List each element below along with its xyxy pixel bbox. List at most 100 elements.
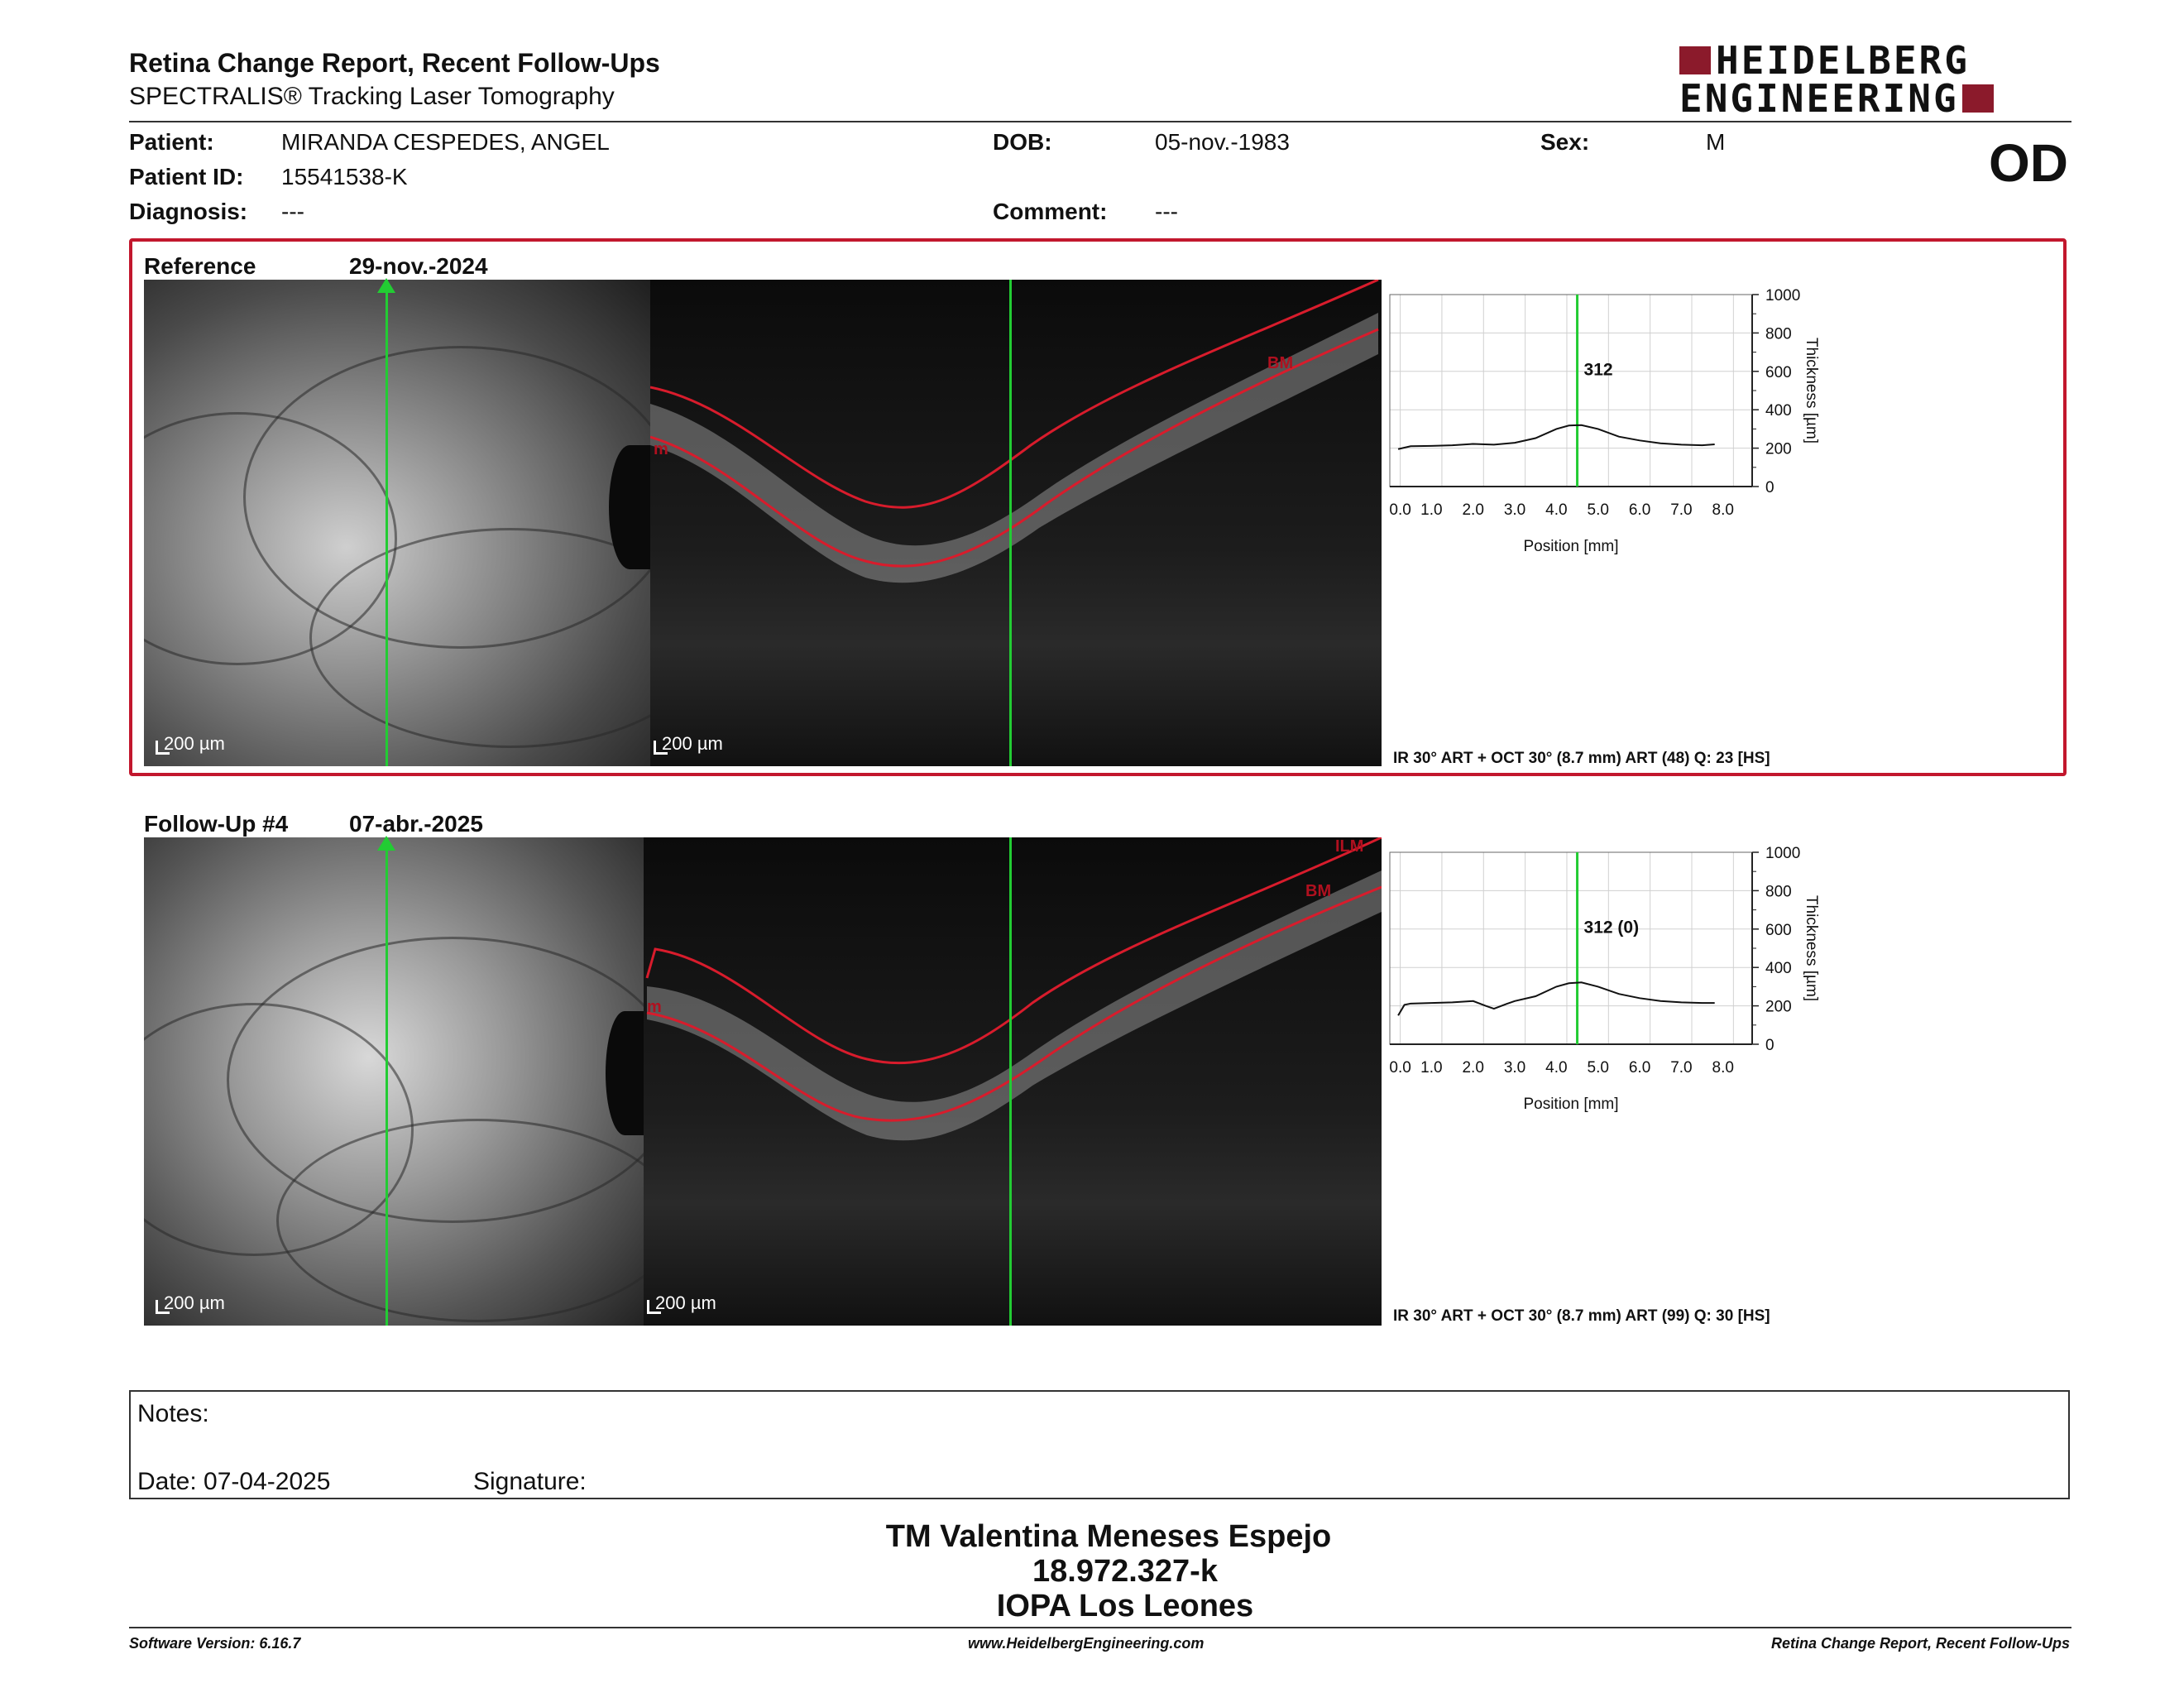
y-tick-label: 800 (1765, 883, 1792, 900)
footer-report-title: Retina Change Report, Recent Follow-Ups (1770, 1635, 2070, 1652)
x-tick-label: 3.0 (1504, 501, 1525, 519)
diagnosis-label: Diagnosis: (129, 199, 248, 224)
dob-value: 05-nov.-1983 (1155, 129, 1290, 155)
patient-name: MIRANDA CESPEDES, ANGEL (281, 129, 610, 155)
followup-oct-image: m BM ILM 200 µm (644, 837, 1382, 1326)
x-tick-label: 0.0 (1389, 1059, 1410, 1077)
comment-label: Comment: (993, 199, 1108, 224)
x-tick-label: 8.0 (1712, 501, 1734, 519)
scale-bar-icon (647, 1300, 661, 1314)
y-axis-label: Thickness [µm] (1803, 338, 1820, 444)
y-tick-label: 0 (1765, 479, 1774, 496)
reference-oct-image: m BM 200 µm (650, 280, 1382, 766)
logo-line1: HEIDELBERG (1716, 38, 1970, 83)
x-tick-label: 2.0 (1462, 1059, 1483, 1077)
scan-direction-arrow-icon (377, 836, 395, 851)
y-tick-label: 200 (1765, 441, 1792, 458)
comment-value: --- (1155, 199, 1178, 224)
thickness-graph-svg: 0.0 1.0 2.0 3.0 4.0 5.0 6.0 7.0 8.0 1000 800 600 400… (1389, 845, 1820, 1113)
diagnosis-value: --- (281, 199, 304, 224)
eye-indicator: OD (1989, 133, 2068, 193)
ir-scan-line (386, 837, 388, 1326)
thickness-series-line (1397, 424, 1715, 450)
patient-label: Patient: (129, 129, 214, 155)
website-link[interactable]: www.HeidelbergEngineering.com (968, 1635, 1205, 1652)
signer-name: TM Valentina Meneses Espejo (885, 1519, 1332, 1554)
ir-scan-line (386, 280, 388, 766)
logo-square-icon (1961, 84, 1994, 113)
x-tick-label: 3.0 (1504, 1059, 1525, 1077)
x-tick-label: 8.0 (1712, 1059, 1734, 1077)
followup-ir-image: 200 µm (144, 837, 644, 1326)
notes-label: Notes: (137, 1400, 209, 1427)
x-tick-label: 1.0 (1420, 501, 1442, 519)
x-tick-label: 7.0 (1670, 501, 1692, 519)
thickness-value-label: 312 (0) (1584, 918, 1640, 937)
y-axis-label: Thickness [µm] (1803, 895, 1820, 1001)
followup-label: Follow-Up #4 (144, 811, 289, 837)
scale-bar-icon (156, 1300, 170, 1314)
report-subtitle: SPECTRALIS® Tracking Laser Tomography (129, 83, 615, 110)
notes-box[interactable]: Notes: Date: 07-04-2025 Signature: (129, 1390, 2070, 1499)
footer-divider (129, 1627, 2071, 1628)
reference-ir-image: 200 µm (144, 280, 650, 766)
reference-date: 29-nov.-2024 (349, 253, 488, 279)
sex-value: M (1706, 129, 1726, 155)
y-tick-label: 200 (1765, 999, 1792, 1016)
scale-bar-icon (156, 741, 170, 755)
oct-scale-label: 200 µm (662, 733, 723, 754)
reference-frame (129, 238, 2067, 776)
y-tick-label: 800 (1765, 325, 1792, 343)
x-tick-label: 5.0 (1588, 501, 1609, 519)
x-axis-label: Position [mm] (1523, 1096, 1618, 1113)
date-label: Date: 07-04-2025 (137, 1468, 331, 1495)
oct-position-cursor[interactable] (1009, 280, 1012, 766)
y-tick-label: 600 (1765, 364, 1792, 381)
x-tick-label: 7.0 (1670, 1059, 1692, 1077)
oct-position-cursor[interactable] (1009, 837, 1012, 1326)
thickness-value-label: 312 (1584, 360, 1613, 379)
thickness-series-line (1397, 981, 1715, 1016)
y-tick-label: 1000 (1765, 287, 1800, 305)
oct-scale-label: 200 µm (655, 1292, 716, 1313)
oct-bm-label: BM (1305, 882, 1332, 900)
reference-thickness-graph: 0.0 1.0 2.0 3.0 4.0 5.0 6.0 7.0 8.0 1000 800 600 400… (1387, 283, 1850, 561)
y-tick-label: 400 (1765, 960, 1792, 977)
followup-date: 07-abr.-2025 (349, 811, 483, 837)
scan-direction-arrow-icon (377, 278, 395, 293)
plot-frame (1389, 294, 1753, 487)
reference-acquisition-info: IR 30° ART + OCT 30° (8.7 mm) ART (48) Q… (1393, 750, 1770, 767)
report-title: Retina Change Report, Recent Follow-Ups (129, 48, 660, 78)
signer-institution: IOPA Los Leones (996, 1589, 1254, 1623)
x-tick-label: 5.0 (1588, 1059, 1609, 1077)
oct-layer-label: m (654, 440, 668, 458)
oct-bm-label: BM (1267, 354, 1294, 372)
y-tick-label: 400 (1765, 402, 1792, 420)
software-version: Software Version: 6.16.7 (129, 1635, 301, 1652)
header-divider (129, 121, 2071, 122)
x-tick-label: 2.0 (1462, 501, 1483, 519)
patient-id-label: Patient ID: (129, 164, 244, 189)
y-tick-label: 600 (1765, 922, 1792, 939)
logo-line2: ENGINEERING (1679, 76, 1959, 121)
reference-label: Reference (144, 253, 256, 279)
sex-label: Sex: (1540, 129, 1590, 155)
signer-rut: 18.972.327-k (1032, 1554, 1218, 1589)
plot-frame (1389, 851, 1753, 1045)
followup-thickness-graph: 0.0 1.0 2.0 3.0 4.0 5.0 6.0 7.0 8.0 1000 800 600 400… (1387, 841, 1850, 1119)
x-axis-label: Position [mm] (1523, 538, 1618, 555)
x-tick-label: 6.0 (1629, 1059, 1650, 1077)
ir-scale-label: 200 µm (164, 1292, 225, 1313)
x-tick-label: 1.0 (1420, 1059, 1442, 1077)
signature-label: Signature: (473, 1468, 587, 1495)
y-tick-label: 0 (1765, 1037, 1774, 1054)
followup-acquisition-info: IR 30° ART + OCT 30° (8.7 mm) ART (99) Q… (1393, 1307, 1770, 1325)
x-tick-label: 4.0 (1545, 1059, 1567, 1077)
thickness-graph-svg: 0.0 1.0 2.0 3.0 4.0 5.0 6.0 7.0 8.0 1000 800 600 400… (1389, 287, 1820, 555)
oct-ilm-label: ILM (1335, 837, 1364, 856)
heidelberg-logo: HEIDELBERG ENGINEERING (1679, 38, 2076, 121)
ir-scale-label: 200 µm (164, 733, 225, 754)
x-tick-label: 4.0 (1545, 501, 1567, 519)
patient-id: 15541538-K (281, 164, 408, 189)
y-tick-label: 1000 (1765, 845, 1800, 862)
